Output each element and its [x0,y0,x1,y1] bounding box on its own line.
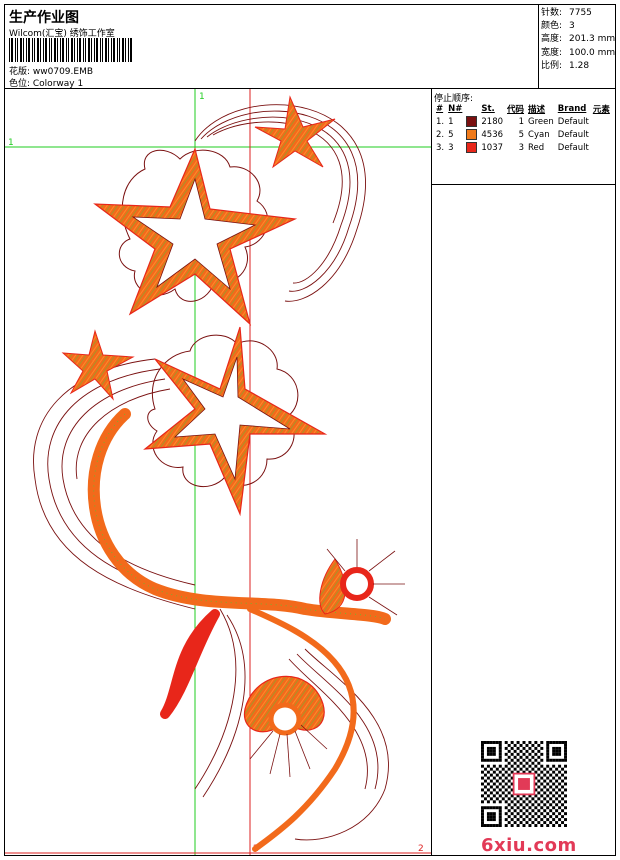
stop-brand: Default [557,116,589,127]
stop-index: 3. [436,142,445,153]
stop-stitches: 1037 [481,142,504,153]
color-swatch [466,142,478,153]
stop-needle: 3 [448,142,454,153]
stop-code: 1 [518,116,525,127]
stat-stitches: 针数: 7755 [541,8,592,18]
pattern-name: 花版: ww0709.EMB [9,67,94,77]
colorway-name: 色位: Colorway 1 [9,79,84,89]
small-blossom-top-right [254,95,336,169]
col-n: N# [448,104,463,114]
guide-lines: 1 1 2 2 [5,89,431,855]
leaf-left [160,609,220,719]
stop-element [591,141,612,154]
col-code: 代码 [507,105,525,115]
stop-swatch [464,115,479,128]
page-title: 生产作业图 [9,10,79,26]
col-index: # [436,104,444,114]
embroidery-design-canvas: 1 1 2 2 [5,89,431,855]
stop-row: 2. 5 4536 5 Cyan Default [434,128,612,141]
stop-element [591,115,612,128]
stop-swatch [464,141,479,154]
stop-stitches: 4536 [481,129,504,140]
stat-height: 高度: 201.3 mm [541,34,616,45]
scalloped-flower-middle [147,334,299,487]
side-empty-area [431,185,615,855]
stop-row: 1. 1 2180 1 Green Default [434,115,612,128]
col-brand: Brand [557,104,587,114]
stat-colors: 颜色: 3 [541,21,575,32]
stat-scale: 比例: 1.28 [541,60,590,71]
stop-brand: Default [557,142,589,153]
stop-needle: 1 [448,116,454,127]
col-swatch [464,103,479,115]
flower-middle [143,326,328,517]
site-watermark: 6xiu.com [481,835,577,856]
barcode [9,38,132,62]
main-vine-stem [87,408,391,852]
qr-code [481,741,567,827]
stop-code: 5 [518,129,525,140]
stop-brand: Default [557,129,589,140]
header-panel: 生产作业图 Wilcom(汇宝) 绣饰工作室 花版: ww0709.EMB 色位… [5,5,539,89]
flower-top [93,147,298,326]
stop-stitches: 2180 [481,116,504,127]
stop-swatch [464,128,479,141]
tulip-bottom [243,675,328,778]
green-horizontal-guide-label: 1 [8,138,14,148]
company-name: Wilcom(汇宝) 绣饰工作室 [9,29,115,39]
stop-desc: Cyan [528,129,550,140]
stats-panel: 针数: 7755 颜色: 3 高度: 201.3 mm 宽度: 100.0 mm 比例:… [539,5,615,89]
stat-width: 宽度: 100.0 mm [541,47,616,58]
red-horizontal-guide-label: 2 [418,844,424,854]
sun-rays-bottom [249,724,328,778]
color-swatch [466,116,478,127]
col-stitches: St. [481,104,495,114]
bud-right [319,539,405,616]
sun-rays-right [326,539,405,616]
col-element: 元素 [592,105,610,115]
stop-sequence-title: 停止顺序: [434,94,474,104]
color-swatch [466,129,478,140]
stop-needle: 5 [448,129,454,140]
stop-desc: Red [528,142,545,153]
stop-index: 2. [436,129,445,140]
stop-index: 1. [436,116,445,127]
small-blossom-left [61,329,135,401]
stop-sequence-table: # N# St. 代码 描述 Brand 元素 1. 1 2180 1 Green Def… [434,103,612,154]
stop-code: 3 [518,142,525,153]
stop-desc: Green [528,116,554,127]
stop-sequence-panel: 停止顺序: # N# St. 代码 描述 Brand 元素 1. 1 2180 1 Gr… [431,89,615,185]
stop-header-row: # N# St. 代码 描述 Brand 元素 [434,103,612,115]
col-desc: 描述 [528,105,546,115]
stop-element [591,128,612,141]
production-worksheet: 生产作业图 Wilcom(汇宝) 绣饰工作室 花版: ww0709.EMB 色位… [4,4,616,856]
green-vertical-guide-label: 1 [199,92,205,102]
stop-row: 3. 3 1037 3 Red Default [434,141,612,154]
